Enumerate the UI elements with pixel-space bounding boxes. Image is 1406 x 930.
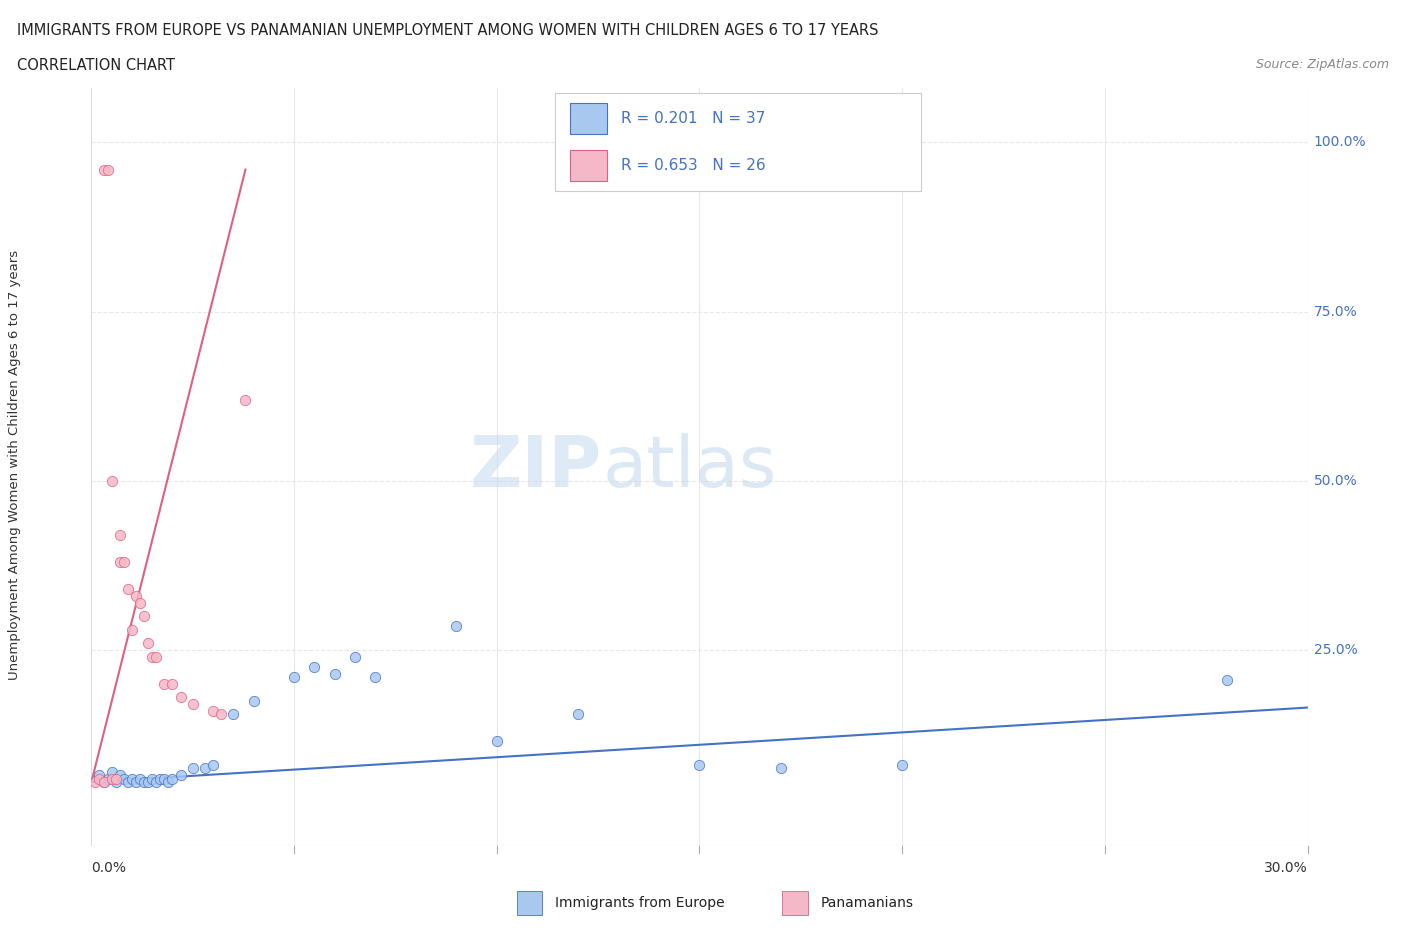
Point <box>485 734 508 749</box>
Point <box>108 527 131 542</box>
Point <box>108 768 131 783</box>
Text: R = 0.201   N = 37: R = 0.201 N = 37 <box>621 111 765 126</box>
FancyBboxPatch shape <box>569 150 606 180</box>
Point <box>121 622 143 637</box>
Point <box>141 771 163 786</box>
Text: 30.0%: 30.0% <box>1264 861 1308 875</box>
Point <box>162 676 184 691</box>
Text: Unemployment Among Women with Children Ages 6 to 17 years: Unemployment Among Women with Children A… <box>7 250 21 680</box>
Point <box>129 595 152 610</box>
Point <box>100 473 122 488</box>
Point <box>157 775 180 790</box>
Point <box>194 761 217 776</box>
Point <box>125 589 148 604</box>
Text: Immigrants from Europe: Immigrants from Europe <box>554 896 724 910</box>
Point <box>769 761 792 776</box>
Point <box>108 554 131 569</box>
Point <box>169 768 191 783</box>
Text: 25.0%: 25.0% <box>1313 643 1357 658</box>
Point <box>181 761 204 776</box>
Point <box>112 554 135 569</box>
Point <box>1215 673 1237 688</box>
Point <box>688 758 710 773</box>
FancyBboxPatch shape <box>569 103 606 134</box>
Point <box>93 162 115 177</box>
Point <box>181 697 204 711</box>
Point <box>141 649 163 664</box>
Text: CORRELATION CHART: CORRELATION CHART <box>17 58 174 73</box>
FancyBboxPatch shape <box>783 891 808 915</box>
Point <box>93 775 115 790</box>
Point <box>129 771 152 786</box>
Point <box>323 666 346 681</box>
Point <box>97 162 120 177</box>
Point <box>104 775 127 790</box>
Point <box>136 636 159 651</box>
Text: Source: ZipAtlas.com: Source: ZipAtlas.com <box>1256 58 1389 71</box>
Text: atlas: atlas <box>602 432 776 502</box>
Point <box>162 771 184 786</box>
Text: 50.0%: 50.0% <box>1313 474 1357 488</box>
Point <box>121 771 143 786</box>
Text: 0.0%: 0.0% <box>91 861 127 875</box>
Point <box>343 649 366 664</box>
Point <box>169 690 191 705</box>
Point <box>202 703 225 718</box>
Point <box>100 771 122 786</box>
Point <box>149 771 172 786</box>
Point <box>112 771 135 786</box>
Text: Panamanians: Panamanians <box>821 896 914 910</box>
Text: ZIP: ZIP <box>470 432 602 502</box>
Point <box>97 771 120 786</box>
Point <box>202 758 225 773</box>
Point <box>125 775 148 790</box>
Point <box>209 707 232 722</box>
Point <box>89 768 111 783</box>
Text: 75.0%: 75.0% <box>1313 305 1357 319</box>
Point <box>153 771 176 786</box>
Point <box>84 775 107 790</box>
Point <box>89 771 111 786</box>
Point <box>145 649 167 664</box>
Point <box>145 775 167 790</box>
Point <box>117 581 139 596</box>
Point <box>153 676 176 691</box>
Point <box>283 670 305 684</box>
Point <box>136 775 159 790</box>
Text: R = 0.653   N = 26: R = 0.653 N = 26 <box>621 158 766 173</box>
Point <box>364 670 387 684</box>
Point <box>100 764 122 779</box>
Point <box>891 758 914 773</box>
Point <box>235 392 257 407</box>
Point <box>242 694 264 709</box>
Point <box>117 775 139 790</box>
Text: 100.0%: 100.0% <box>1313 136 1367 150</box>
FancyBboxPatch shape <box>517 891 543 915</box>
Point <box>132 775 155 790</box>
Point <box>132 609 155 624</box>
Text: IMMIGRANTS FROM EUROPE VS PANAMANIAN UNEMPLOYMENT AMONG WOMEN WITH CHILDREN AGES: IMMIGRANTS FROM EUROPE VS PANAMANIAN UNE… <box>17 23 879 38</box>
Point <box>104 771 127 786</box>
Point <box>222 707 245 722</box>
Point <box>567 707 589 722</box>
Point <box>304 659 326 674</box>
Point <box>93 775 115 790</box>
Point <box>444 619 467 634</box>
